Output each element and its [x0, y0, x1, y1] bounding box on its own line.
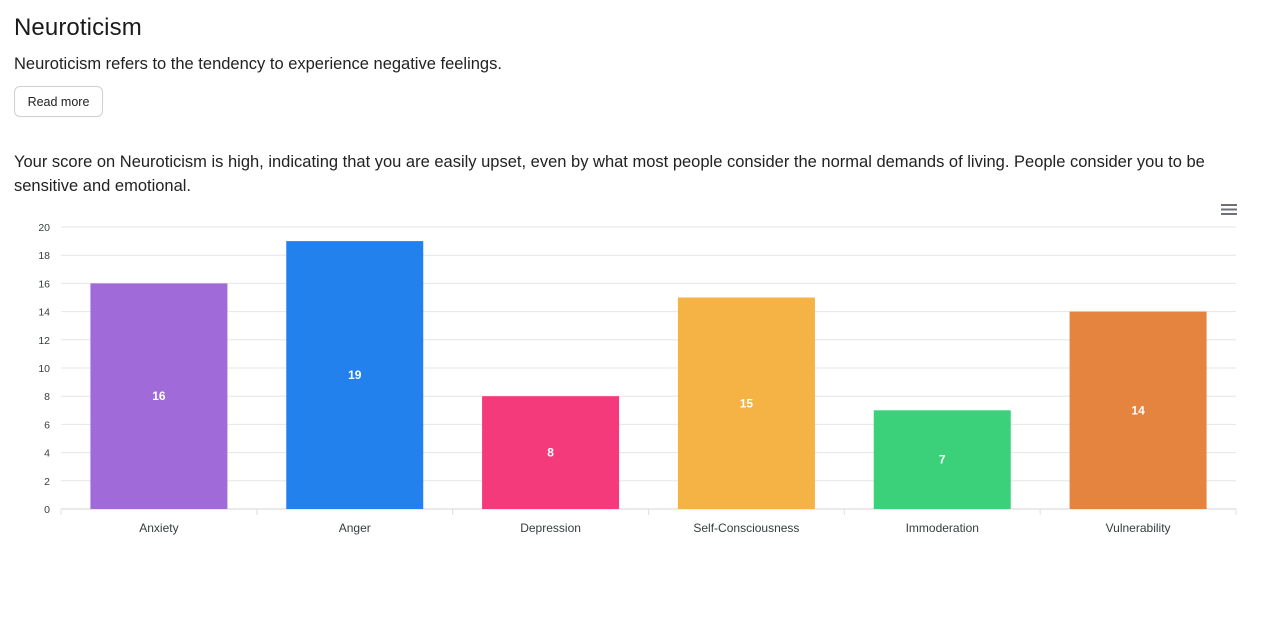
data-labels: 16 19 8 15 7 14	[152, 368, 1145, 467]
data-label: 19	[348, 368, 362, 382]
bar-immoderation[interactable]	[873, 410, 1011, 509]
x-tick-label: Vulnerability	[1106, 521, 1171, 535]
x-tick-label: Self-Consciousness	[693, 521, 799, 535]
y-tick-label: 2	[44, 476, 50, 488]
bar-vulnerability[interactable]	[1069, 311, 1207, 509]
y-tick-label: 14	[38, 307, 50, 319]
y-tick-label: 8	[44, 391, 50, 403]
bar-anxiety[interactable]	[90, 283, 228, 509]
x-tick-label: Anger	[339, 521, 371, 535]
data-label: 14	[1131, 403, 1145, 417]
bar-chart: 0 2 4 6 8 10 12 14 16 18 20 Anxiety Anger Depression…	[38, 222, 1237, 535]
y-tick-label: 6	[44, 419, 50, 431]
y-tick-label: 18	[38, 250, 50, 262]
x-tick-label: Immoderation	[906, 521, 979, 535]
y-tick-label: 12	[38, 335, 50, 347]
bars	[90, 241, 1207, 510]
y-tick-label: 10	[38, 363, 50, 375]
hamburger-menu-icon[interactable]	[1218, 202, 1240, 218]
data-label: 15	[740, 396, 754, 410]
page-title: Neuroticism	[14, 14, 142, 41]
y-tick-label: 16	[38, 278, 50, 290]
bar-anger[interactable]	[286, 241, 424, 509]
y-tick-label: 0	[44, 504, 50, 516]
y-tick-label: 20	[38, 222, 50, 234]
grid-lines	[61, 226, 1236, 510]
x-axis: Anxiety Anger Depression Self-Consciousness…	[60, 509, 1237, 535]
y-axis: 0 2 4 6 8 10 12 14 16 18 20	[38, 222, 50, 516]
chart-container: 0 2 4 6 8 10 12 14 16 18 20 Anxiety Anger Depression…	[0, 196, 1265, 556]
bar-self-consciousness[interactable]	[677, 297, 815, 510]
x-tick-label: Anxiety	[139, 521, 178, 535]
x-tick-label: Depression	[520, 521, 581, 535]
trait-summary: Neuroticism refers to the tendency to ex…	[14, 55, 502, 73]
bar-depression[interactable]	[482, 396, 620, 509]
score-description: Your score on Neuroticism is high, indic…	[14, 153, 1205, 195]
data-label: 8	[547, 446, 554, 460]
y-tick-label: 4	[44, 448, 50, 460]
data-label: 7	[939, 453, 946, 467]
data-label: 16	[152, 389, 166, 403]
read-more-button[interactable]: Read more	[14, 86, 103, 117]
